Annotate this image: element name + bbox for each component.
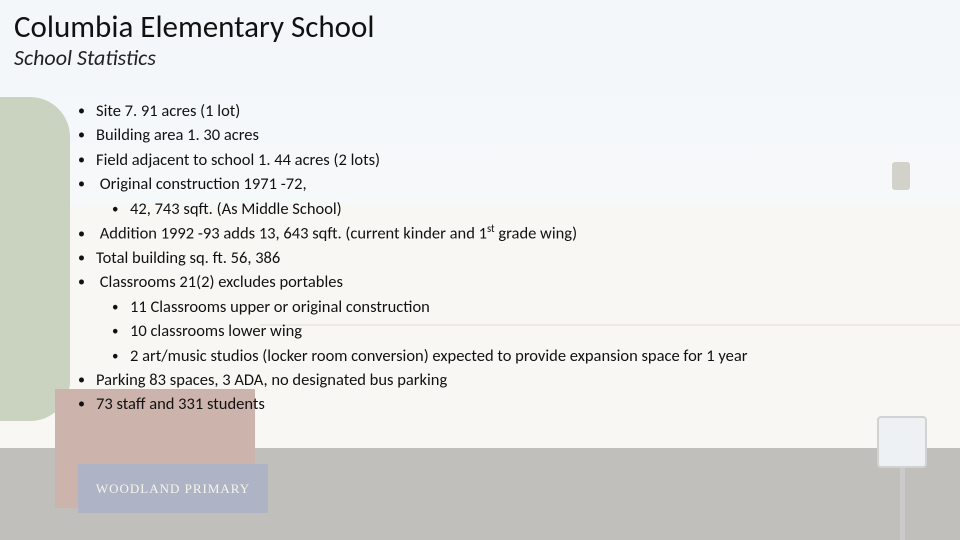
list-item: Field adjacent to school 1. 44 acres (2 … [96,148,946,172]
list-subitem: 11 Classrooms upper or original construc… [130,295,946,319]
list-item-text: Original construction 1971 -72, [100,174,307,194]
list-subitem: 10 classrooms lower wing [130,319,946,343]
list-item: Original construction 1971 -72, 42, 743 … [96,172,946,221]
ordinal-superscript: st [487,222,495,235]
list-item-text-part: Addition 1992 -93 adds 13, 643 sqft. (cu… [100,224,487,244]
page-subtitle: School Statistics [14,44,946,71]
list-item-text-part: grade wing) [495,224,577,244]
list-item: Total building sq. ft. 56, 386 [96,246,946,270]
list-item: Addition 1992 -93 adds 13, 643 sqft. (cu… [96,221,946,246]
list-item: Parking 83 spaces, 3 ADA, no designated … [96,368,946,392]
list-subitem: 42, 743 sqft. (As Middle School) [130,197,946,221]
statistics-list: Site 7. 91 acres (1 lot) Building area 1… [96,99,946,417]
page-title: Columbia Elementary School [14,8,946,46]
list-item-text: Classrooms 21(2) excludes portables [100,272,343,292]
list-item: Building area 1. 30 acres [96,123,946,147]
slide-content: Columbia Elementary School School Statis… [0,0,960,417]
list-item: Classrooms 21(2) excludes portables 11 C… [96,270,946,368]
list-item: 73 staff and 331 students [96,392,946,416]
list-subitem: 2 art/music studios (locker room convers… [130,344,946,368]
list-item: Site 7. 91 acres (1 lot) [96,99,946,123]
